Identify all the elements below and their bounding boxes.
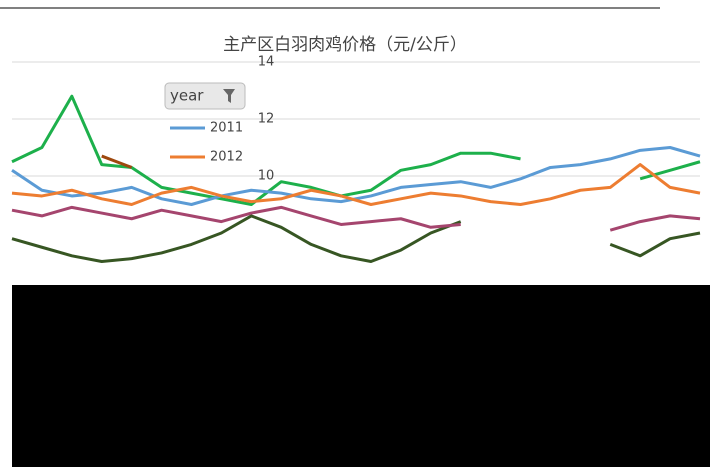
legend: year 2011 2012 <box>164 82 246 165</box>
filter-icon <box>223 89 235 103</box>
series-line <box>11 163 701 206</box>
series-line <box>11 205 701 232</box>
legend-label: 2011 <box>210 121 243 136</box>
legend-label: 2012 <box>210 150 243 165</box>
y-tick-label: 14 <box>258 55 275 70</box>
blackout <box>12 285 710 467</box>
series-line <box>11 214 701 263</box>
plot-area: 10 12 14 <box>11 55 701 263</box>
y-tick-label: 10 <box>258 169 275 184</box>
legend-title: year <box>170 87 204 105</box>
y-tick-label: 12 <box>258 112 275 127</box>
chart-title: 主产区白羽肉鸡价格（元/公斤） <box>223 35 467 55</box>
series-line <box>101 154 133 169</box>
